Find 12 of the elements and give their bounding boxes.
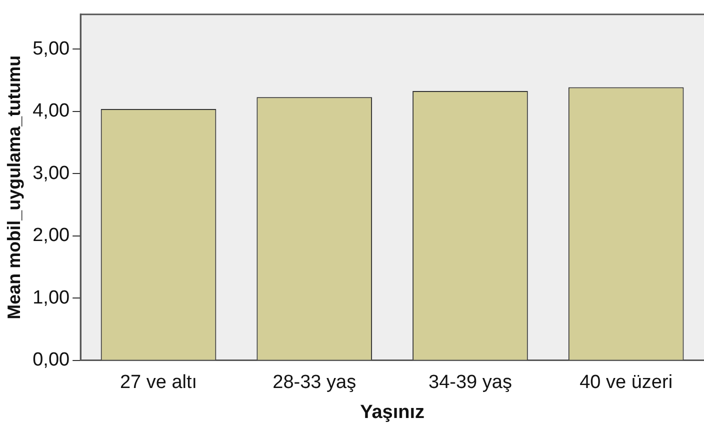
x-tick-label: 27 ve altı: [120, 372, 198, 394]
y-tick-label: 3,00: [32, 162, 70, 184]
y-tick-label: 2,00: [32, 225, 70, 246]
x-tick-label: 34-39 yaş: [428, 372, 512, 394]
x-tick-label: 28-33 yaş: [272, 372, 356, 394]
y-tick-label: 5,00: [32, 38, 70, 60]
x-axis-title: Yaşınız: [360, 402, 424, 423]
y-tick-label: 1,00: [32, 287, 70, 308]
y-tick-label: 4,00: [32, 100, 70, 122]
x-tick-label: 40 ve üzeri: [580, 372, 673, 394]
y-tick-label: 0,00: [32, 350, 70, 371]
y-axis-title: Mean mobil_uygulama_tutumu: [4, 55, 24, 320]
